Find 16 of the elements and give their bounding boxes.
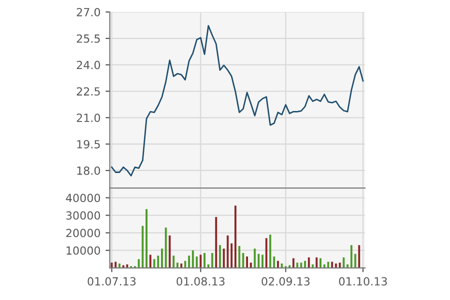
y-tick-label: 19.5: [77, 140, 100, 148]
y-tick-label: 40000: [66, 194, 100, 202]
y-tick-label: 10000: [66, 246, 100, 255]
y-tick-label: 27.0: [76, 8, 100, 16]
line-series: [111, 25, 364, 176]
x-tick-label: 02.09.13: [262, 277, 310, 286]
x-tick-label: 01.08.13: [176, 277, 224, 286]
y-tick-label: 30000: [66, 211, 100, 220]
x-tick-label: 01.07.13: [88, 277, 136, 286]
y-tick-label: 21.0: [76, 114, 100, 122]
y-tick-label: 22.5: [76, 87, 100, 96]
y-tick-label: 25.5: [76, 34, 100, 43]
y-tick-label: 18.0: [77, 166, 100, 175]
x-tick-label: 01.10.13: [339, 277, 387, 286]
y-tick-label: 24.0: [76, 60, 100, 70]
y-tick-label: 20000: [66, 228, 100, 238]
